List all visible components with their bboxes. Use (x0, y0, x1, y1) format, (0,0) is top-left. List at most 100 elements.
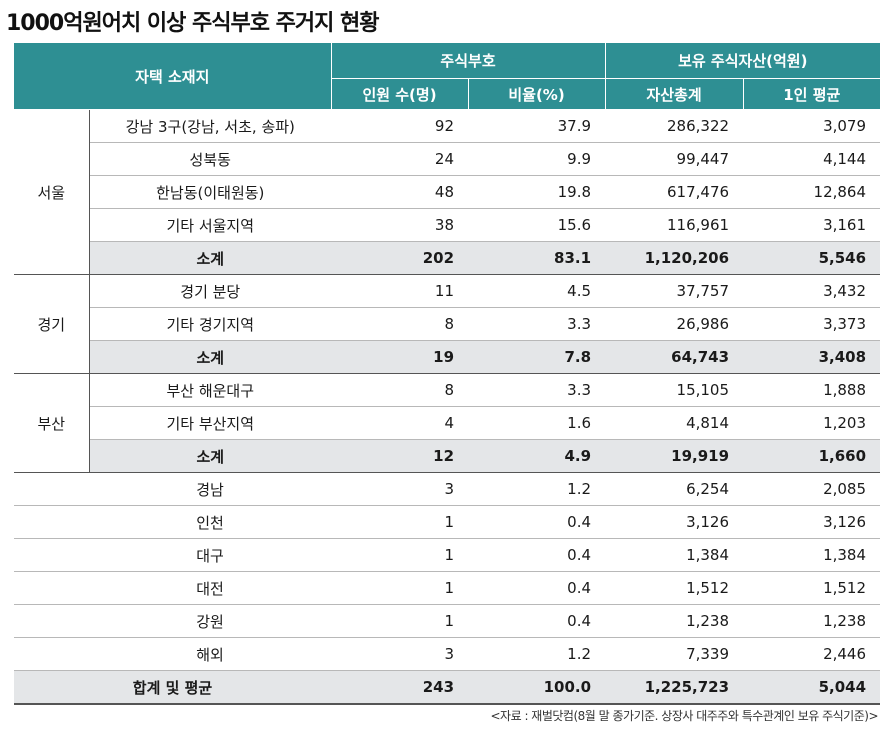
table-row: 인천 1 0.4 3,126 3,126 (14, 505, 881, 539)
people-cell: 1 (331, 505, 469, 539)
place-cell: 기타 부산지역 (89, 406, 332, 440)
assets-cell: 37,757 (605, 274, 744, 308)
assets-cell: 64,743 (605, 340, 744, 374)
subtotal-label: 소계 (89, 439, 332, 473)
people-cell: 8 (331, 307, 469, 341)
table-row: 대구 1 0.4 1,384 1,384 (14, 538, 881, 572)
header-location: 자택 소재지 (14, 43, 332, 110)
page-title: 1000억원어치 이상 주식부호 주거지 현황 (6, 11, 379, 36)
assets-cell: 19,919 (605, 439, 744, 473)
avg-cell: 4,144 (743, 142, 881, 176)
assets-cell: 26,986 (605, 307, 744, 341)
table-row: 기타 서울지역 38 15.6 116,961 3,161 (14, 208, 881, 242)
table-row: 경남 3 1.2 6,254 2,085 (14, 472, 881, 506)
assets-cell: 99,447 (605, 142, 744, 176)
header-people: 인원 수(명) (330, 78, 469, 110)
header-avg-per-person: 1인 평균 (742, 78, 881, 110)
place-cell: 한남동(이태원동) (89, 175, 332, 209)
people-cell: 1 (331, 538, 469, 572)
total-label: 합계 및 평균 (14, 670, 332, 705)
ratio-cell: 0.4 (468, 571, 606, 605)
place-cell: 기타 경기지역 (89, 307, 332, 341)
place-cell: 강원 (89, 604, 332, 638)
people-cell: 3 (331, 472, 469, 506)
table-row: 서울 강남 3구(강남, 서초, 송파) 92 37.9 286,322 3,0… (14, 109, 881, 275)
assets-cell: 1,225,723 (605, 670, 744, 705)
table-row: 부산 부산 해운대구 8 3.3 15,105 1,888 (14, 373, 881, 473)
avg-cell: 3,126 (743, 505, 881, 539)
region-label: 경기 (14, 274, 90, 374)
place-cell: 대구 (89, 538, 332, 572)
assets-cell: 116,961 (605, 208, 744, 242)
region-label: 부산 (14, 373, 90, 473)
subtotal-row: 소계 12 4.9 19,919 1,660 (14, 439, 881, 473)
assets-cell: 1,384 (605, 538, 744, 572)
header-total-assets: 자산총계 (604, 78, 744, 110)
people-cell: 92 (331, 109, 469, 143)
avg-cell: 1,512 (743, 571, 881, 605)
header-group-assets: 보유 주식자산(억원) (604, 43, 881, 79)
people-cell: 243 (331, 670, 469, 705)
ratio-cell: 0.4 (468, 505, 606, 539)
avg-cell: 1,888 (743, 373, 881, 407)
ratio-cell: 0.4 (468, 538, 606, 572)
table-row: 대전 1 0.4 1,512 1,512 (14, 571, 881, 605)
people-cell: 38 (331, 208, 469, 242)
table-row: 강원 1 0.4 1,238 1,238 (14, 604, 881, 638)
assets-cell: 1,238 (605, 604, 744, 638)
avg-cell: 1,384 (743, 538, 881, 572)
ratio-cell: 1.2 (468, 472, 606, 506)
assets-cell: 15,105 (605, 373, 744, 407)
avg-cell: 3,408 (743, 340, 881, 374)
header-group-holders: 주식부호 (330, 43, 606, 79)
table-row: 기타 부산지역 4 1.6 4,814 1,203 (14, 406, 881, 440)
assets-cell: 617,476 (605, 175, 744, 209)
ratio-cell: 19.8 (468, 175, 606, 209)
assets-cell: 4,814 (605, 406, 744, 440)
people-cell: 4 (331, 406, 469, 440)
avg-cell: 3,432 (743, 274, 881, 308)
avg-cell: 3,373 (743, 307, 881, 341)
table-row: 해외 3 1.2 7,339 2,446 (14, 637, 881, 671)
subtotal-label: 소계 (89, 340, 332, 374)
place-cell: 대전 (89, 571, 332, 605)
subtotal-row: 소계 19 7.8 64,743 3,408 (14, 340, 881, 374)
avg-cell: 12,864 (743, 175, 881, 209)
total-row: 합계 및 평균 243 100.0 1,225,723 5,044 (14, 670, 881, 705)
region-label: 서울 (14, 109, 90, 275)
ratio-cell: 83.1 (468, 241, 606, 275)
source-note: <자료 : 재벌닷컴(8월 말 종가기준. 상장사 대주주와 특수관계인 보유 … (490, 709, 879, 723)
people-cell: 3 (331, 637, 469, 671)
place-cell: 성북동 (89, 142, 332, 176)
assets-cell: 6,254 (605, 472, 744, 506)
assets-cell: 3,126 (605, 505, 744, 539)
assets-cell: 1,120,206 (605, 241, 744, 275)
residence-table: 자택 소재지 주식부호 보유 주식자산(억원) 인원 수(명) 비율(%) 자산… (14, 43, 881, 705)
ratio-cell: 1.2 (468, 637, 606, 671)
table-row: 경기 경기 분당 11 4.5 37,757 3,432 (14, 274, 881, 374)
people-cell: 24 (331, 142, 469, 176)
ratio-cell: 1.6 (468, 406, 606, 440)
ratio-cell: 100.0 (468, 670, 606, 705)
avg-cell: 2,085 (743, 472, 881, 506)
people-cell: 1 (331, 571, 469, 605)
place-cell: 부산 해운대구 (89, 373, 332, 407)
people-cell: 19 (331, 340, 469, 374)
people-cell: 202 (331, 241, 469, 275)
avg-cell: 5,546 (743, 241, 881, 275)
avg-cell: 1,238 (743, 604, 881, 638)
ratio-cell: 0.4 (468, 604, 606, 638)
avg-cell: 1,203 (743, 406, 881, 440)
assets-cell: 7,339 (605, 637, 744, 671)
avg-cell: 3,161 (743, 208, 881, 242)
avg-cell: 5,044 (743, 670, 881, 705)
table-row: 기타 경기지역 8 3.3 26,986 3,373 (14, 307, 881, 341)
avg-cell: 3,079 (743, 109, 881, 143)
subtotal-label: 소계 (89, 241, 332, 275)
place-cell: 인천 (89, 505, 332, 539)
people-cell: 11 (331, 274, 469, 308)
ratio-cell: 37.9 (468, 109, 606, 143)
ratio-cell: 4.9 (468, 439, 606, 473)
table-row: 한남동(이태원동) 48 19.8 617,476 12,864 (14, 175, 881, 209)
subtotal-row: 소계 202 83.1 1,120,206 5,546 (14, 241, 881, 275)
